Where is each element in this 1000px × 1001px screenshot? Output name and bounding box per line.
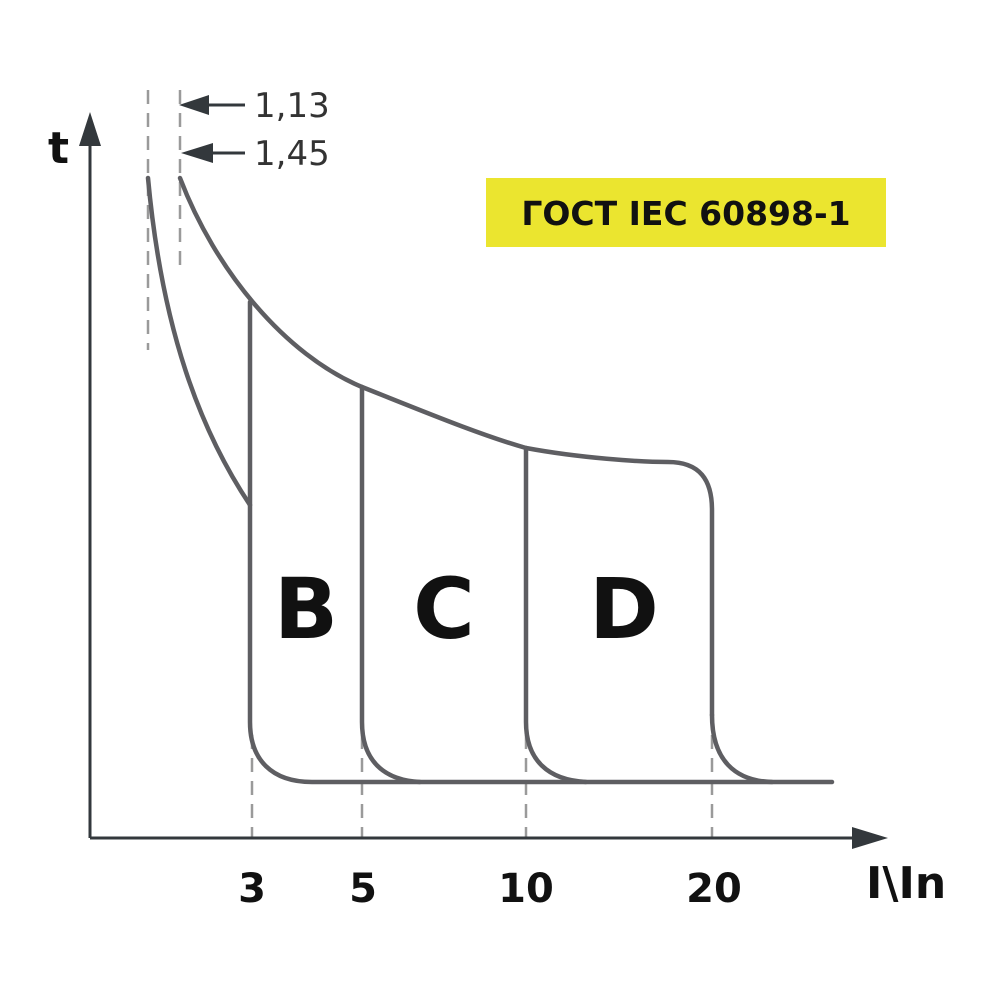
- x-tick-label: 3: [238, 866, 266, 912]
- region-label-c: C: [413, 560, 475, 658]
- marker-1-13: 1,13: [179, 86, 330, 126]
- x-tick-label: 5: [349, 866, 377, 912]
- arrow-left-icon: [181, 143, 213, 163]
- region-label-b: B: [274, 560, 338, 658]
- curve-1-45-envelope: [177, 175, 715, 718]
- marker-1-45: 1,45: [181, 134, 330, 174]
- badge-text: ГОСТ IEC 60898-1: [521, 194, 850, 233]
- curve-d-boundary: [523, 445, 589, 785]
- curve-1-13: [145, 175, 253, 508]
- x-axis-label: I\In: [866, 858, 946, 909]
- standard-badge: ГОСТ IEC 60898-1: [486, 178, 886, 247]
- trip-curves: [145, 175, 835, 785]
- arrow-left-icon: [179, 95, 209, 115]
- x-tick-label: 10: [498, 866, 554, 912]
- marker-label-1-13: 1,13: [254, 86, 330, 126]
- x-axis-arrow: [852, 827, 888, 849]
- axes: [88, 140, 855, 840]
- curve-d-tail: [709, 712, 775, 785]
- marker-label-1-45: 1,45: [254, 134, 330, 174]
- y-axis-label: t: [48, 123, 69, 174]
- badge-background: [486, 178, 886, 247]
- y-axis-arrow: [79, 112, 101, 146]
- guide-lines: [146, 90, 714, 838]
- x-tick-label: 20: [686, 866, 742, 912]
- curve-c-boundary: [359, 384, 423, 785]
- curve-b-boundary: [247, 299, 835, 785]
- region-label-d: D: [589, 560, 659, 658]
